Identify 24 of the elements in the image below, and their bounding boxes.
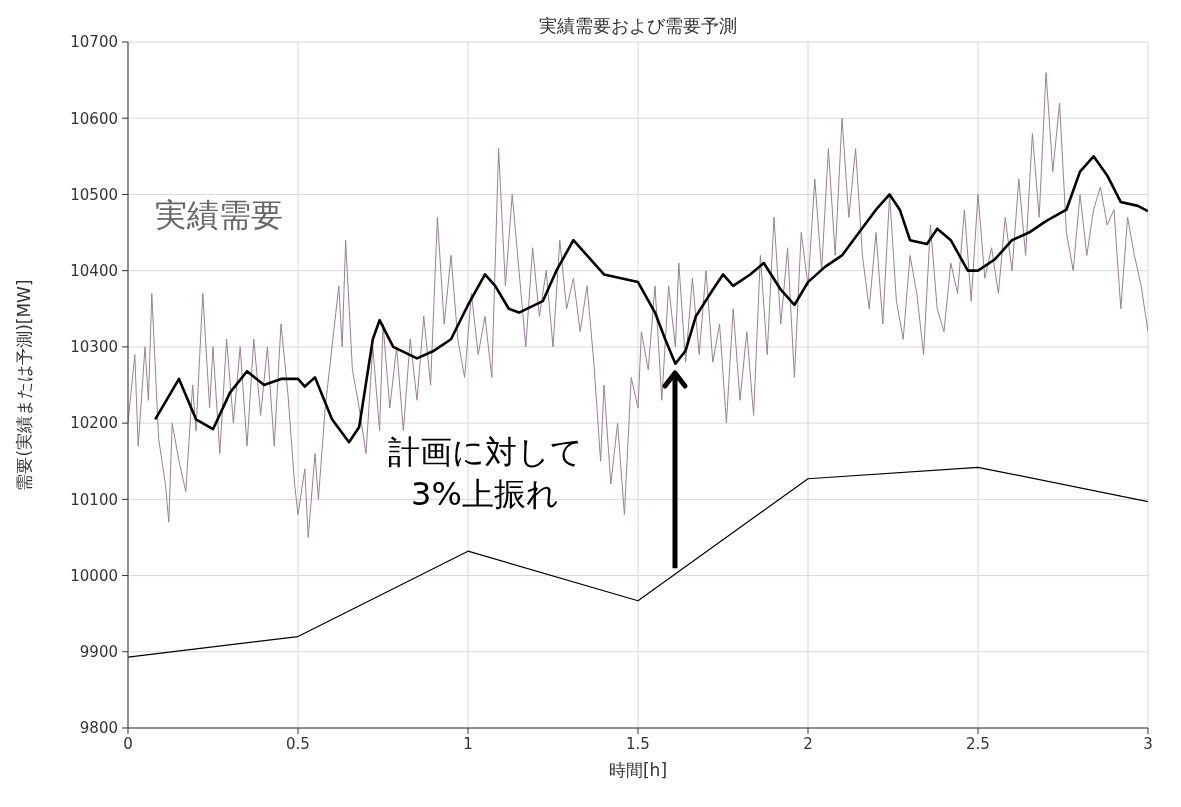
y-tick-label: 9800 — [79, 719, 118, 738]
y-tick-label: 9900 — [79, 643, 118, 662]
chart-title: 実績需要および需要予測 — [538, 14, 738, 38]
y-tick-label: 10500 — [70, 185, 118, 204]
y-tick-label: 10400 — [70, 261, 118, 280]
line-series — [128, 71, 1148, 538]
series-label: 実績需要 — [155, 195, 284, 237]
y-tick-label: 10700 — [70, 33, 118, 52]
x-tick-label: 0 — [123, 734, 133, 753]
y-tick-label: 10600 — [70, 109, 118, 128]
y-tick-label: 10300 — [70, 338, 118, 357]
x-tick-label: 0.5 — [286, 734, 310, 753]
y-tick-label: 10200 — [70, 414, 118, 433]
y-axis-title: 需要(実績または予測)[MW] — [14, 279, 35, 491]
x-tick-label: 2.5 — [966, 734, 990, 753]
annotation: 計画に対して 3%上振れ — [386, 431, 584, 515]
x-axis-title: 時間[h] — [608, 760, 668, 780]
x-tick-label: 1.5 — [626, 734, 650, 753]
y-tick-label: 10100 — [70, 490, 118, 509]
x-tick-label: 3 — [1143, 734, 1153, 753]
line-series — [128, 466, 1148, 658]
y-tick-label: 10000 — [70, 566, 118, 585]
x-tick-label: 1 — [463, 734, 473, 753]
x-tick-label: 2 — [803, 734, 813, 753]
